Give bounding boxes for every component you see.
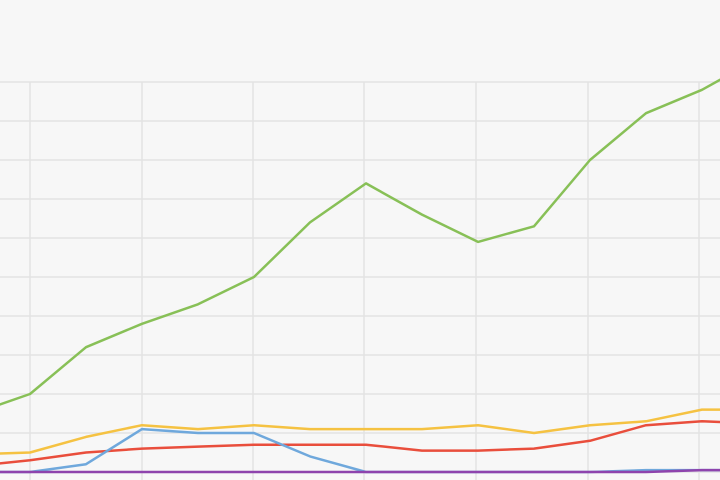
series-line-1	[0, 78, 720, 406]
series-line-2	[0, 408, 720, 455]
series-line-5	[0, 468, 720, 474]
series-lines	[0, 78, 720, 474]
